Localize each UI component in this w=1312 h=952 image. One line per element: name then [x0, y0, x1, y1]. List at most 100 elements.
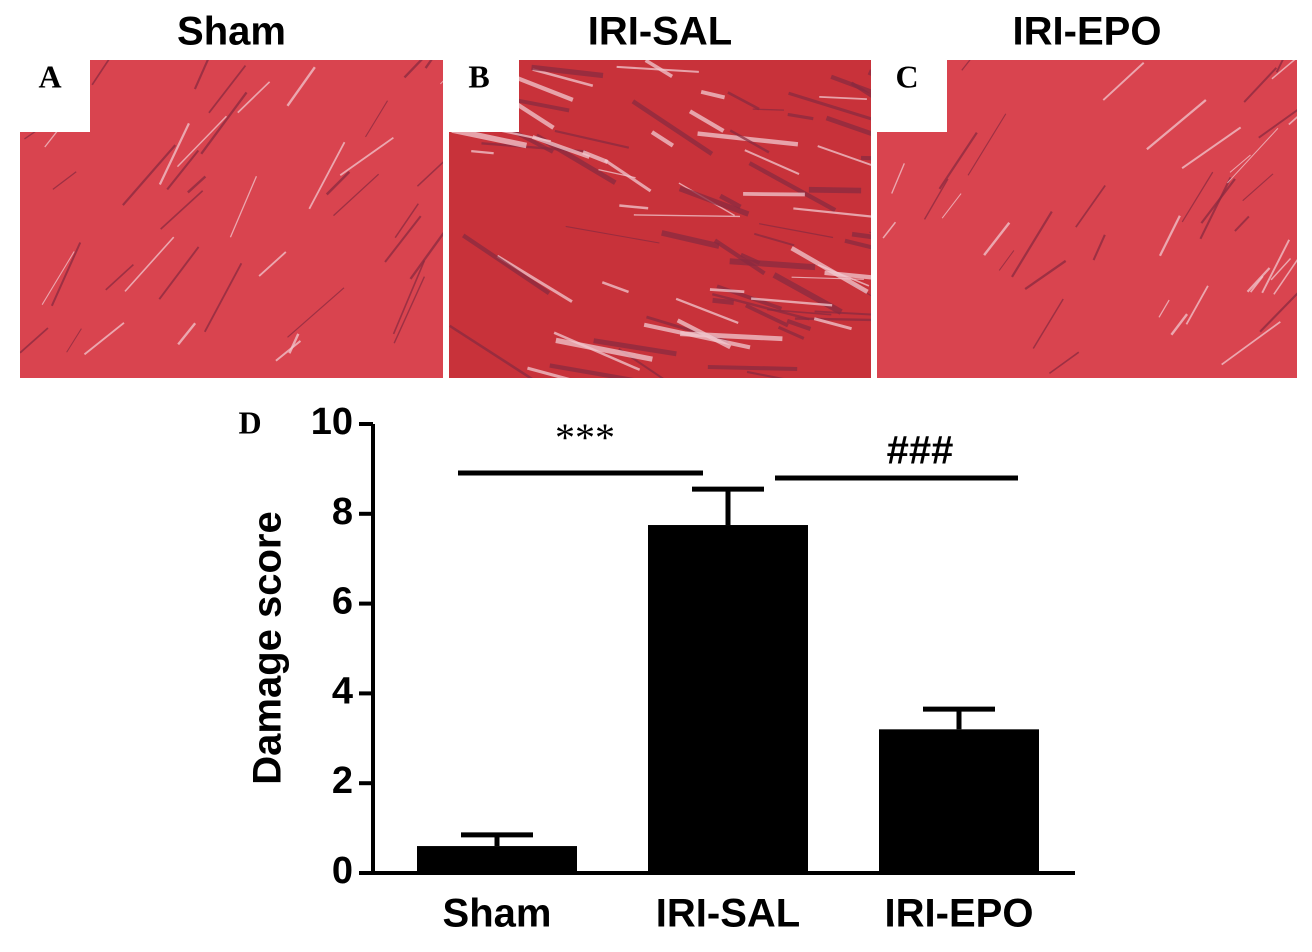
bar	[417, 846, 577, 873]
tissue-streak	[713, 238, 766, 276]
y-tick-label: 8	[332, 491, 353, 533]
tissue-streak	[758, 223, 834, 239]
y-tick-label: 6	[332, 581, 353, 623]
tissue-streak	[1273, 259, 1297, 295]
tissue-streak	[882, 221, 897, 239]
tissue-streak	[707, 364, 798, 371]
tissue-streak	[825, 115, 871, 136]
tissue-streak	[287, 287, 345, 338]
tissue-streak	[688, 109, 725, 133]
tissue-streak	[549, 363, 635, 378]
tissue-streak	[961, 60, 971, 71]
y-tick-label: 2	[332, 760, 353, 802]
tissue-streak	[788, 91, 871, 121]
tissue-streak	[193, 60, 209, 90]
tissue-streak	[333, 173, 380, 217]
tissue-streak	[532, 68, 594, 88]
tissue-streak	[830, 74, 871, 94]
tissue-streak	[650, 130, 675, 148]
tissue-streak	[619, 204, 649, 210]
label-box	[449, 60, 519, 132]
tissue-streak	[553, 331, 641, 371]
tissue-streak	[1227, 127, 1279, 184]
tissue-streak	[1158, 215, 1181, 257]
tissue-streak	[675, 297, 739, 324]
tissue-streak	[1234, 215, 1250, 232]
tissue-streak	[83, 322, 125, 356]
tissue-streak	[187, 175, 207, 194]
tissue-streak	[678, 186, 750, 217]
tissue-streak	[633, 214, 741, 218]
panel-label: B	[468, 58, 489, 94]
tissue-streak	[1092, 234, 1106, 261]
tissue-streak	[91, 60, 110, 86]
tissue-streak	[565, 225, 660, 244]
tissue-streak	[786, 318, 812, 331]
tissue-streak	[751, 297, 833, 307]
tissue-streak	[1221, 321, 1281, 366]
tissue-streak	[365, 100, 388, 138]
tissue-streak	[754, 232, 795, 247]
tissue-streak	[719, 193, 742, 210]
tissue-streak	[200, 91, 248, 155]
tissue-streak	[983, 221, 1011, 256]
tissue-streak	[593, 338, 677, 357]
tissue-streak	[229, 176, 258, 238]
tissue-streak	[744, 149, 800, 175]
tissue-streak	[124, 236, 175, 292]
tissue-streak	[793, 207, 871, 218]
tissue-streak	[680, 331, 783, 342]
tissue-streak	[176, 115, 227, 168]
panel-title: Sham	[177, 10, 286, 54]
histology-image	[449, 60, 871, 378]
tissue-streak	[555, 337, 653, 362]
tissue-streak	[1246, 267, 1271, 293]
panel-label: A	[38, 58, 61, 94]
tissue-streak	[808, 186, 862, 194]
tissue-streak	[923, 178, 949, 220]
tissue-streak	[1275, 60, 1284, 73]
tissue-streak	[66, 328, 82, 353]
tissue-streak	[746, 370, 784, 378]
tissue-streak	[729, 129, 770, 154]
tissue-streak	[998, 250, 1015, 271]
tissue-streak	[644, 60, 674, 78]
tissue-streak	[1181, 171, 1214, 223]
tissue-streak	[554, 129, 630, 149]
tissue-streak	[50, 242, 82, 307]
bar	[648, 525, 808, 873]
tissue-streak	[844, 238, 871, 250]
tissue-streak	[1102, 62, 1145, 101]
y-tick-label: 10	[311, 401, 353, 443]
tissue-streak	[743, 192, 805, 197]
tissue-streak	[496, 254, 573, 303]
tissue-streak	[409, 231, 443, 280]
tissue-streak	[1243, 67, 1278, 103]
tissue-streak	[52, 171, 77, 190]
tissue-streak	[462, 233, 551, 296]
tissue-streak	[740, 252, 761, 265]
tissue-streak	[851, 231, 871, 240]
tissue-streak	[850, 81, 871, 98]
tissue-streak	[384, 215, 422, 263]
tissue-streak	[416, 161, 443, 187]
tissue-streak	[1261, 239, 1291, 294]
tissue-streak	[105, 263, 134, 291]
tissue-streak	[787, 112, 814, 121]
tissue-streak	[286, 66, 316, 107]
tissue-streak	[177, 322, 197, 346]
tissue-streak	[275, 340, 302, 362]
tissue-streak	[339, 136, 394, 177]
tissue-streak	[967, 113, 1007, 176]
tissue-streak	[122, 144, 177, 206]
tissue-streak	[1181, 126, 1242, 169]
tissue-streak	[941, 193, 962, 219]
tissue-streak	[20, 327, 49, 354]
tissue-streak	[513, 74, 574, 102]
y-tick-label: 0	[332, 850, 353, 892]
tissue-streak	[1242, 173, 1274, 202]
tissue-streak	[308, 141, 346, 210]
tissue-streak	[1024, 259, 1067, 291]
tissue-streak	[1271, 60, 1296, 80]
